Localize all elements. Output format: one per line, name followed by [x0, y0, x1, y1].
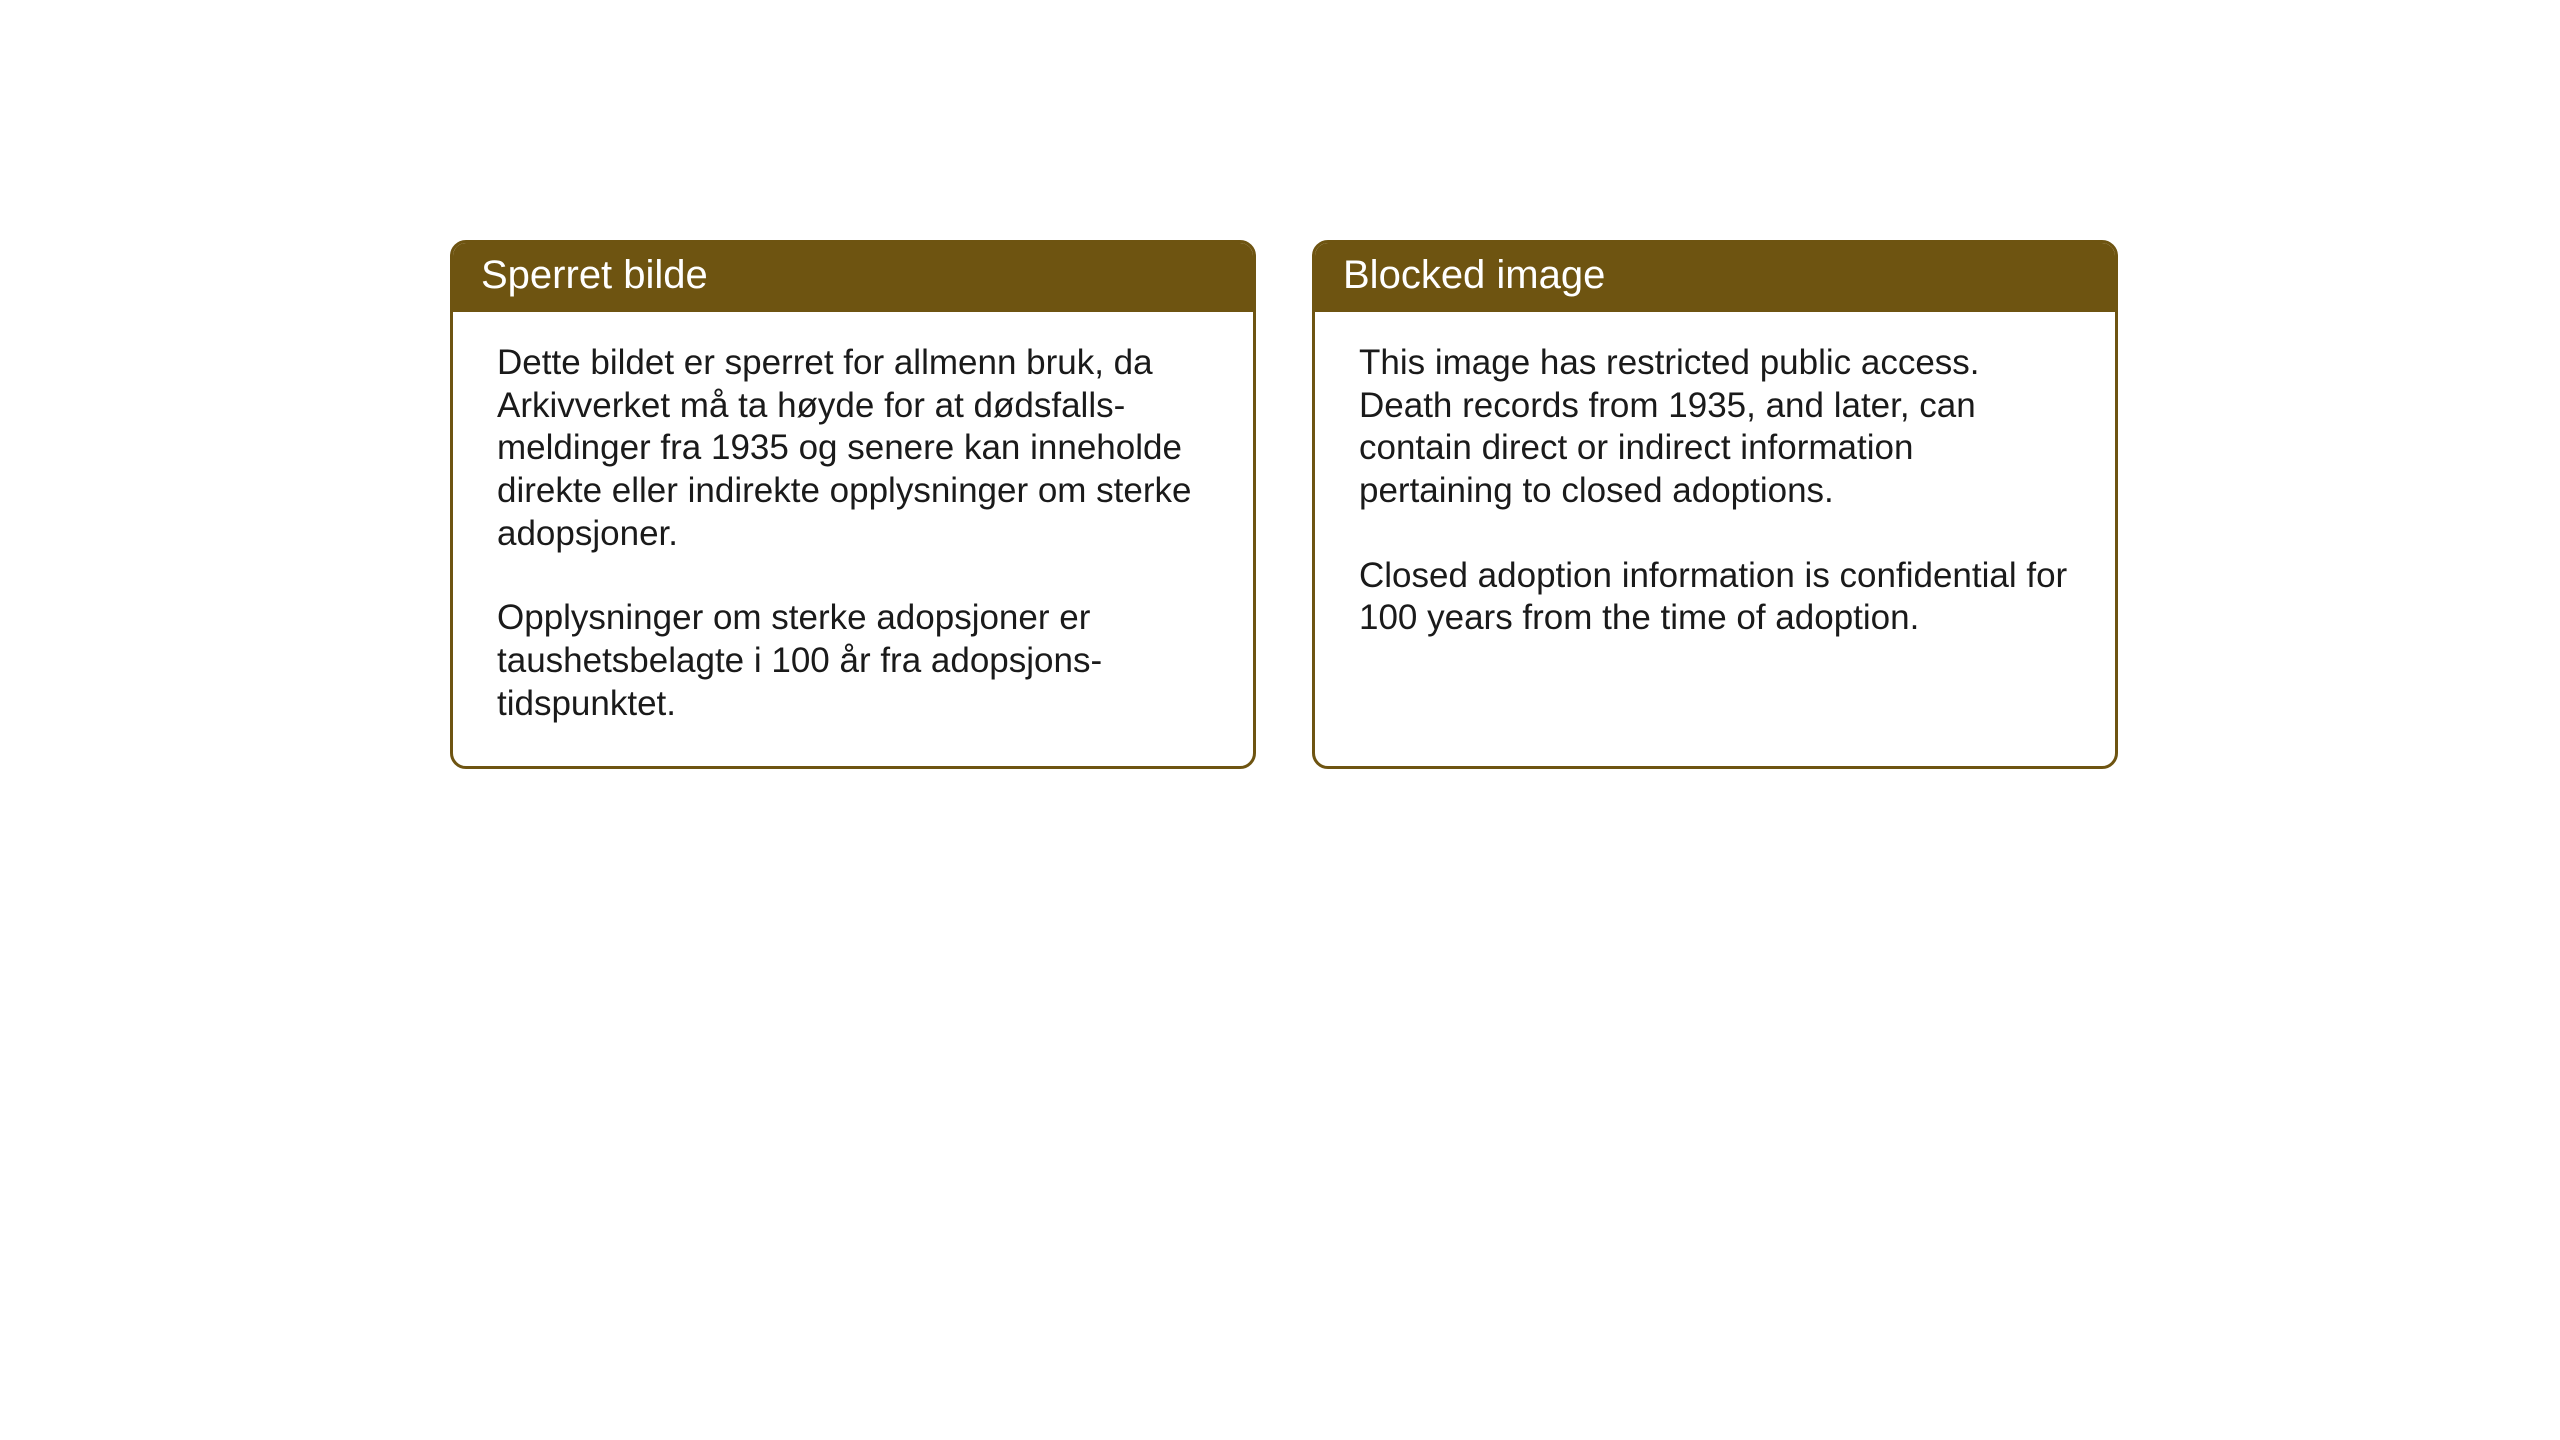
notice-title: Sperret bilde: [481, 253, 708, 297]
notice-paragraph: Dette bildet er sperret for allmenn bruk…: [497, 342, 1209, 555]
notice-container: Sperret bilde Dette bildet er sperret fo…: [450, 240, 2118, 769]
notice-card-english: Blocked image This image has restricted …: [1312, 240, 2118, 769]
notice-title: Blocked image: [1343, 253, 1605, 297]
notice-card-norwegian: Sperret bilde Dette bildet er sperret fo…: [450, 240, 1256, 769]
notice-header-english: Blocked image: [1315, 243, 2115, 312]
notice-header-norwegian: Sperret bilde: [453, 243, 1253, 312]
notice-body-norwegian: Dette bildet er sperret for allmenn bruk…: [453, 312, 1253, 766]
notice-paragraph: This image has restricted public access.…: [1359, 342, 2071, 513]
notice-body-english: This image has restricted public access.…: [1315, 312, 2115, 680]
notice-paragraph: Closed adoption information is confident…: [1359, 555, 2071, 640]
notice-paragraph: Opplysninger om sterke adopsjoner er tau…: [497, 597, 1209, 725]
